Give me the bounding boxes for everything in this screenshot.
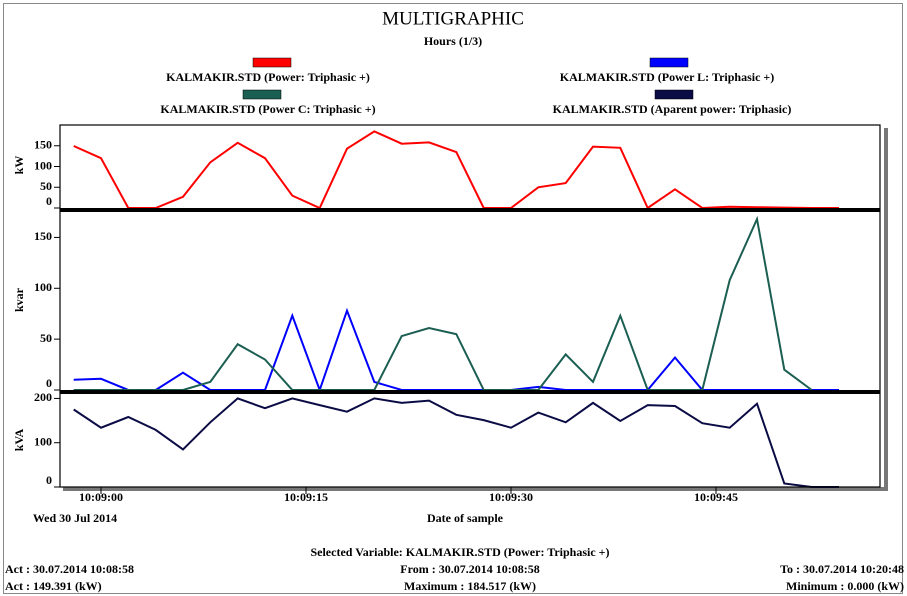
legend-swatch [242, 89, 282, 100]
legend-label: KALMAKIR.STD (Aparent power: Triphasic) [553, 102, 792, 116]
y-tick-label: 50 [40, 179, 52, 193]
chart-title: MULTIGRAPHIC [382, 8, 524, 29]
legend-label: KALMAKIR.STD (Power C: Triphasic +) [160, 102, 375, 116]
act-value: Act : 149.391 (kW) [5, 579, 102, 593]
date-label: Wed 30 Jul 2014 [33, 511, 117, 525]
x-axis-label: Date of sample [427, 511, 504, 525]
y-tick-label: 100 [34, 158, 52, 172]
y-tick-label: 150 [34, 229, 52, 243]
from-time: From : 30.07.2014 10:08:58 [400, 562, 539, 576]
x-tick-label: 10:09:00 [79, 490, 123, 504]
y-tick-label: 100 [34, 434, 52, 448]
y-tick-label: 150 [34, 138, 52, 152]
chart-subtitle: Hours (1/3) [424, 34, 482, 48]
legend-swatch [252, 57, 292, 68]
y-axis-label: kvar [12, 287, 26, 312]
selected-variable: Selected Variable: KALMAKIR.STD (Power: … [310, 545, 609, 559]
legend-label: KALMAKIR.STD (Power L: Triphasic +) [560, 70, 775, 84]
x-tick-label: 10:09:30 [489, 490, 533, 504]
to-time: To : 30.07.2014 10:20:48 [780, 562, 904, 576]
y-tick-label: 0 [46, 194, 52, 208]
y-tick-label: 200 [34, 390, 52, 404]
y-axis-label: kW [12, 156, 26, 175]
panel-divider [60, 208, 880, 212]
frame-shadow [884, 128, 888, 490]
x-tick-label: 10:09:45 [694, 490, 738, 504]
y-tick-label: 0 [46, 376, 52, 390]
plot-frame [59, 124, 881, 488]
window-frame [3, 3, 903, 594]
x-tick-label: 10:09:15 [284, 490, 328, 504]
y-tick-label: 0 [46, 473, 52, 487]
legend-label: KALMAKIR.STD (Power: Triphasic +) [166, 70, 370, 84]
legend-swatch [654, 89, 694, 100]
maximum: Maximum : 184.517 (kW) [404, 579, 536, 593]
series-line [73, 397, 839, 488]
legend-swatch [649, 57, 689, 68]
series-line [73, 130, 839, 210]
y-tick-label: 100 [34, 280, 52, 294]
y-tick-label: 50 [40, 331, 52, 345]
act-time: Act : 30.07.2014 10:08:58 [5, 562, 134, 576]
frame-shadow [63, 487, 888, 491]
panel-divider [60, 390, 880, 394]
minimum: Minimum : 0.000 (kW) [786, 579, 904, 593]
y-axis-label: kVA [12, 428, 26, 451]
